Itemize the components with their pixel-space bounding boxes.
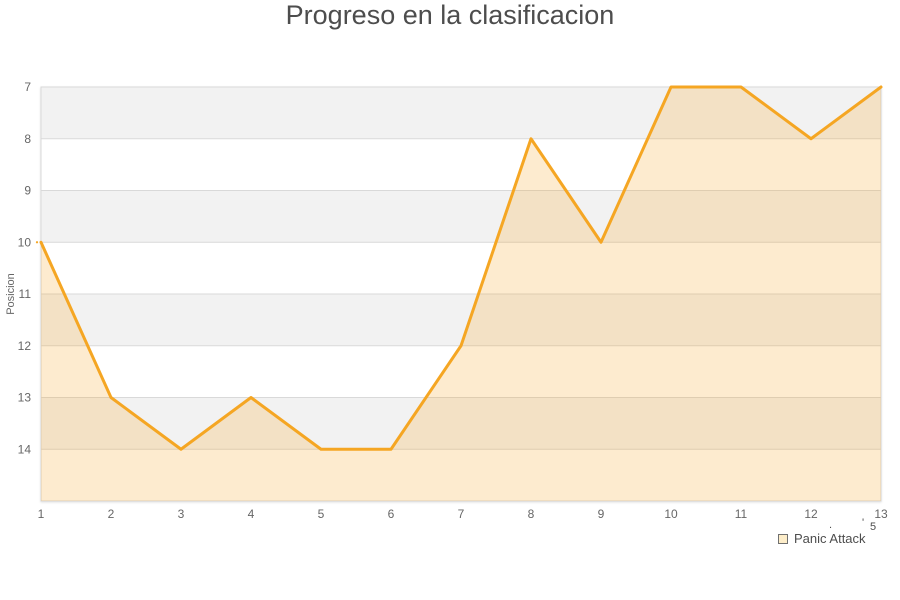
svg-text:13: 13 <box>874 507 888 521</box>
svg-text:7: 7 <box>24 80 31 94</box>
svg-text:Posicion: Posicion <box>5 273 17 315</box>
svg-text:12: 12 <box>804 507 818 521</box>
svg-text:8: 8 <box>24 132 31 146</box>
svg-text:3: 3 <box>178 507 185 521</box>
svg-text:10: 10 <box>18 235 32 249</box>
svg-text:4: 4 <box>248 507 255 521</box>
svg-text:1: 1 <box>38 507 45 521</box>
svg-text:11: 11 <box>735 507 748 521</box>
svg-text:11: 11 <box>19 287 32 301</box>
svg-text:10: 10 <box>664 507 678 521</box>
svg-text:6: 6 <box>388 507 395 521</box>
svg-text:2: 2 <box>108 507 115 521</box>
svg-text:12: 12 <box>18 339 32 353</box>
svg-text:14: 14 <box>18 442 32 456</box>
svg-text:9: 9 <box>24 184 31 198</box>
svg-text:7: 7 <box>458 507 465 521</box>
svg-text:5: 5 <box>318 507 325 521</box>
svg-text:13: 13 <box>18 391 32 405</box>
svg-text:9: 9 <box>598 507 605 521</box>
svg-text:8: 8 <box>528 507 535 521</box>
